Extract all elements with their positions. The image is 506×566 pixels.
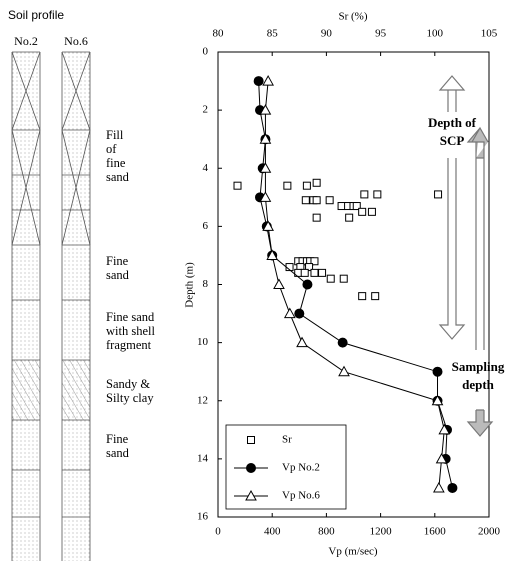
x2-tick-label: 90 <box>321 28 333 40</box>
layer-label: Fine <box>106 432 129 446</box>
point <box>302 197 309 204</box>
point <box>297 338 307 347</box>
point <box>254 77 263 86</box>
y-tick-label: 2 <box>203 104 209 116</box>
x-tick-label: 800 <box>318 526 335 538</box>
legend-label: Sr <box>282 434 292 446</box>
x-tick-label: 0 <box>215 526 221 538</box>
point <box>340 275 347 282</box>
x-tick-label: 400 <box>264 526 281 538</box>
point <box>346 214 353 221</box>
point <box>339 367 349 376</box>
point <box>311 269 318 276</box>
point <box>338 203 345 210</box>
x2-tick-label: 85 <box>267 28 279 40</box>
point <box>313 197 320 204</box>
point <box>319 269 326 276</box>
layer-label: sand <box>106 268 130 282</box>
point <box>372 293 379 300</box>
layer-label: Fine <box>106 254 129 268</box>
layer-label: fragment <box>106 338 152 352</box>
layer-label: Sandy & <box>106 377 150 391</box>
legend-label: Vp No.2 <box>282 462 320 474</box>
x2-tick-label: 80 <box>213 28 225 40</box>
layer-label: Fine sand <box>106 310 155 324</box>
annotation: Depth of <box>428 115 477 130</box>
layer-label: sand <box>106 170 130 184</box>
y-tick-label: 6 <box>203 220 209 232</box>
y-tick-label: 0 <box>203 46 209 58</box>
point <box>433 367 442 376</box>
point <box>274 280 284 289</box>
layer-label: of <box>106 142 117 156</box>
column-label: No.2 <box>14 34 38 48</box>
point <box>359 293 366 300</box>
layer-label: Fill <box>106 128 124 142</box>
legend-marker <box>248 437 255 444</box>
x2-axis-title: Sr (%) <box>338 11 367 23</box>
layer-label: Silty clay <box>106 391 154 405</box>
annotation: Sampling <box>452 359 505 374</box>
point <box>234 182 241 189</box>
point <box>361 191 368 198</box>
legend-marker <box>247 464 256 473</box>
point <box>327 275 334 282</box>
point <box>359 208 366 215</box>
point <box>285 309 295 318</box>
column-label: No.6 <box>64 34 88 48</box>
x-tick-label: 1200 <box>370 526 393 538</box>
y-axis-title: Depth (m) <box>184 262 196 308</box>
layer-label: sand <box>106 446 130 460</box>
point <box>313 179 320 186</box>
x2-tick-label: 105 <box>481 28 498 40</box>
x-axis-title: Vp (m/sec) <box>328 546 378 558</box>
layer-label: with shell <box>106 324 155 338</box>
point <box>263 76 273 85</box>
x2-tick-label: 95 <box>375 28 387 40</box>
y-tick-label: 10 <box>197 336 209 348</box>
y-tick-label: 8 <box>203 278 209 290</box>
point <box>368 208 375 215</box>
legend-label: Vp No.6 <box>282 490 320 502</box>
x-tick-label: 2000 <box>478 526 501 538</box>
point <box>313 214 320 221</box>
y-tick-label: 16 <box>197 511 209 523</box>
x-tick-label: 1600 <box>424 526 447 538</box>
annotation: SCP <box>440 133 465 148</box>
point <box>448 483 457 492</box>
y-tick-label: 4 <box>203 162 209 174</box>
point <box>284 182 291 189</box>
point <box>435 191 442 198</box>
annotation: depth <box>462 377 495 392</box>
profile-title: Soil profile <box>8 8 64 22</box>
point <box>303 280 312 289</box>
x2-tick-label: 100 <box>427 28 444 40</box>
y-tick-label: 12 <box>197 394 208 406</box>
y-tick-label: 14 <box>197 452 209 464</box>
layer-label: fine <box>106 156 126 170</box>
point <box>434 483 444 492</box>
point <box>326 197 333 204</box>
chart: Soil profile No.2 No.6 Sr (%) Vp (m/sec)… <box>0 0 506 561</box>
columns <box>12 52 90 561</box>
point <box>303 182 310 189</box>
point <box>374 191 381 198</box>
point <box>295 309 304 318</box>
point <box>301 269 308 276</box>
soil-profile: Soil profile No.2 No.6 <box>8 8 90 561</box>
point <box>338 338 347 347</box>
